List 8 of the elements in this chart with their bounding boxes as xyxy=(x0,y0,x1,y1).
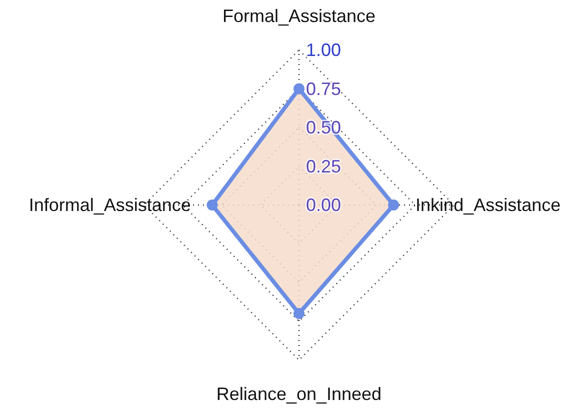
spoke-label: Formal_Assistance xyxy=(222,6,376,26)
spoke-label: Reliance_on_Inneed xyxy=(216,384,382,404)
y-tick-label: 0.75 xyxy=(306,78,342,99)
y-tick-label: 1.00 xyxy=(306,40,342,60)
spoke-label: Informal_Assistance xyxy=(28,195,191,215)
spoke-label: Inkind_Assistance xyxy=(416,195,561,215)
y-tick-label: 0.25 xyxy=(306,156,342,176)
y-tick-label: 0.00 xyxy=(306,195,342,215)
